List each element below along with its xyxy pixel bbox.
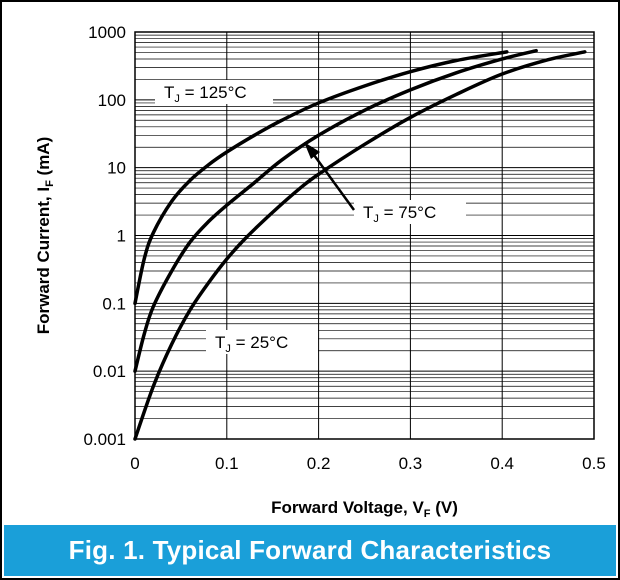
label-tj-75c-background	[354, 200, 466, 224]
arrow-head-icon	[304, 142, 320, 159]
x-tick-labels: 0 0.1 0.2 0.3 0.4 0.5	[130, 454, 606, 473]
curves	[133, 48, 587, 441]
y-tick-label: 0.01	[93, 362, 126, 381]
curve-tj-25c	[133, 50, 587, 441]
curve-tj-75c	[133, 48, 538, 373]
x-tick-label: 0.3	[399, 454, 423, 473]
label-tj-125c: TJ = 125°C	[164, 83, 247, 105]
x-tick-label: 0.1	[215, 454, 239, 473]
y-tick-label: 1	[117, 227, 126, 246]
x-tick-label: 0.2	[307, 454, 331, 473]
forward-characteristics-chart: 0 0.1 0.2 0.3 0.4 0.5 0.0010.010.11101001000 …	[34, 23, 606, 520]
y-tick-label: 0.1	[102, 294, 126, 313]
y-tick-labels: 0.001 0.01 0.1 1 10 100 1000	[83, 23, 126, 449]
label-tj-25c-background	[206, 330, 318, 354]
figure-caption: Fig. 1. Typical Forward Characteristics	[68, 535, 552, 565]
x-tick-label: 0.5	[582, 454, 606, 473]
y-tick-label: 1000	[88, 23, 126, 42]
arrow-line	[312, 154, 356, 211]
y-tick-label: 100	[98, 91, 126, 110]
plot-border	[134, 31, 595, 440]
y-tick-label: 10	[107, 159, 126, 178]
annotations: TJ = 125°C TJ = 75°C TJ = 25°C	[155, 80, 466, 355]
x-tick-label: 0.4	[490, 454, 514, 473]
x-tick-label: 0	[130, 454, 139, 473]
curve-tj-125c	[133, 50, 509, 306]
label-tj-25c: TJ = 25°C	[215, 333, 288, 355]
label-tj-75c: TJ = 75°C	[363, 203, 436, 225]
y-axis-label: Forward Current, IF (mA)	[34, 137, 56, 335]
y-tick-label: 0.001	[83, 430, 126, 449]
caption-bar: Fig. 1. Typical Forward Characteristics	[4, 525, 616, 576]
x-axis-label: Forward Voltage, VF (V)	[271, 498, 458, 520]
label-tj-125c-background	[155, 80, 273, 104]
